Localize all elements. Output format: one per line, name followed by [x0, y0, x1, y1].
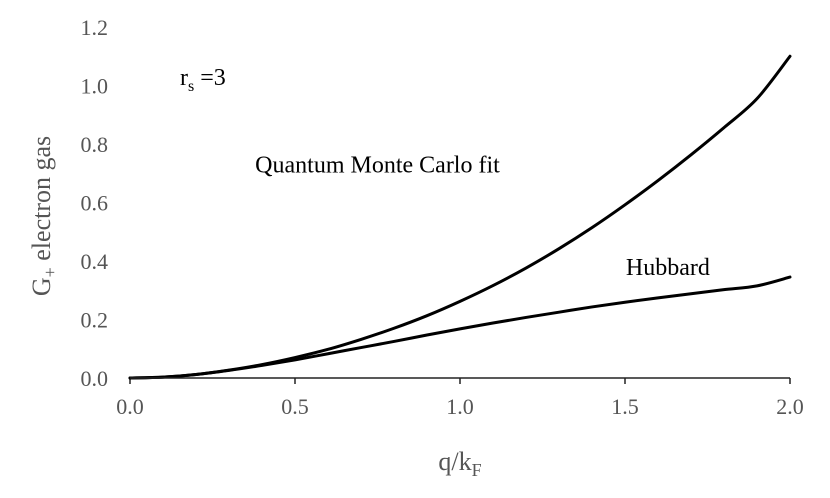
- y-tick-label: 0.8: [81, 132, 109, 157]
- y-tick-label: 1.2: [81, 15, 109, 40]
- y-tick-label: 1.0: [81, 74, 109, 99]
- y-axis-label: G+ electron gas: [27, 136, 60, 296]
- parameter-annotation: rs =3: [180, 65, 226, 95]
- x-tick-label: 1.0: [446, 394, 474, 419]
- x-tick-label: 0.5: [281, 394, 309, 419]
- series-label-hubbard: Hubbard: [626, 255, 710, 281]
- series-label-qmc: Quantum Monte Carlo fit: [255, 152, 500, 178]
- y-tick-label: 0.2: [81, 308, 109, 333]
- x-tick-label: 0.0: [116, 394, 144, 419]
- y-tick-label: 0.6: [81, 191, 109, 216]
- series-lines-group: [128, 54, 792, 380]
- x-tick-label: 1.5: [611, 394, 639, 419]
- y-axis-label-group: G+ electron gas: [27, 136, 60, 296]
- hubbard-line: [128, 275, 792, 380]
- x-axis-label: q/kF: [438, 447, 481, 480]
- y-tick-label: 0.0: [81, 366, 109, 391]
- y-tick-label: 0.4: [81, 249, 109, 274]
- x-tick-label: 2.0: [776, 394, 804, 419]
- ticks-group: 0.0 0.5 1.0 1.5 2.0 0.0 0.2 0.4 0.6 0.8 1.0 1.2: [81, 15, 804, 419]
